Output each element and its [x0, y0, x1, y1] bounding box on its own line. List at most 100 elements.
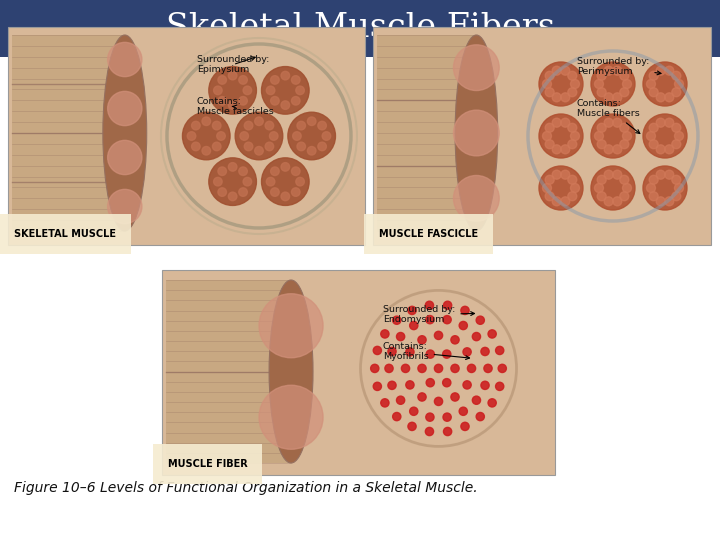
- Circle shape: [296, 86, 305, 94]
- Circle shape: [597, 123, 606, 132]
- Circle shape: [243, 177, 252, 186]
- Circle shape: [255, 146, 264, 155]
- Circle shape: [434, 364, 443, 373]
- Circle shape: [675, 79, 683, 89]
- Circle shape: [218, 167, 227, 176]
- Circle shape: [426, 301, 433, 309]
- Circle shape: [672, 123, 681, 132]
- Circle shape: [434, 331, 443, 340]
- Circle shape: [461, 306, 469, 314]
- Circle shape: [292, 76, 300, 84]
- Circle shape: [597, 176, 606, 184]
- Circle shape: [568, 176, 577, 184]
- Bar: [12, 35, 125, 231]
- Circle shape: [649, 176, 658, 184]
- Circle shape: [613, 145, 622, 154]
- Circle shape: [484, 364, 492, 373]
- Circle shape: [444, 301, 451, 309]
- Circle shape: [426, 379, 434, 387]
- Circle shape: [259, 294, 323, 358]
- Circle shape: [261, 158, 309, 205]
- Circle shape: [244, 142, 253, 151]
- Circle shape: [647, 79, 655, 89]
- Circle shape: [665, 66, 674, 75]
- Circle shape: [388, 381, 396, 389]
- Circle shape: [481, 347, 489, 356]
- Circle shape: [322, 132, 330, 140]
- Circle shape: [495, 346, 504, 355]
- Circle shape: [675, 184, 683, 192]
- Text: Skeletal Muscle Fibers: Skeletal Muscle Fibers: [166, 12, 554, 44]
- Circle shape: [647, 184, 655, 192]
- Circle shape: [643, 114, 687, 158]
- Circle shape: [292, 167, 300, 176]
- Text: MUSCLE FASCICLE: MUSCLE FASCICLE: [379, 229, 478, 239]
- Circle shape: [426, 315, 434, 324]
- Circle shape: [613, 93, 622, 102]
- Circle shape: [542, 132, 552, 140]
- Circle shape: [397, 396, 405, 404]
- Circle shape: [545, 192, 554, 201]
- Circle shape: [271, 167, 279, 176]
- Circle shape: [467, 364, 476, 373]
- Circle shape: [244, 122, 253, 130]
- Text: Contains:
Myofibrils: Contains: Myofibrils: [383, 342, 469, 361]
- Circle shape: [443, 379, 451, 387]
- Circle shape: [240, 132, 248, 140]
- Bar: [0, 0, 720, 57]
- Circle shape: [371, 364, 379, 373]
- Circle shape: [265, 122, 274, 130]
- Circle shape: [297, 142, 305, 151]
- Circle shape: [443, 315, 451, 324]
- Circle shape: [239, 167, 248, 176]
- Circle shape: [271, 97, 279, 105]
- Circle shape: [495, 382, 504, 390]
- Circle shape: [568, 140, 577, 149]
- Circle shape: [218, 76, 227, 84]
- Circle shape: [672, 71, 681, 80]
- Circle shape: [620, 71, 629, 80]
- Circle shape: [444, 427, 451, 436]
- Circle shape: [373, 346, 382, 355]
- Circle shape: [228, 101, 237, 110]
- Circle shape: [613, 118, 622, 127]
- Circle shape: [443, 413, 451, 421]
- Circle shape: [488, 330, 496, 338]
- Circle shape: [552, 66, 561, 75]
- Circle shape: [597, 192, 606, 201]
- Circle shape: [214, 177, 222, 186]
- Circle shape: [552, 197, 561, 206]
- Circle shape: [459, 321, 467, 329]
- Circle shape: [392, 413, 401, 421]
- Circle shape: [561, 93, 570, 102]
- Ellipse shape: [269, 280, 313, 463]
- Circle shape: [266, 177, 275, 186]
- Circle shape: [552, 170, 561, 179]
- Circle shape: [373, 382, 382, 390]
- Circle shape: [649, 71, 658, 80]
- Text: Surrounded by:
Endomysium: Surrounded by: Endomysium: [383, 305, 474, 325]
- Circle shape: [656, 118, 665, 127]
- Circle shape: [649, 87, 658, 97]
- Circle shape: [568, 71, 577, 80]
- Circle shape: [665, 118, 674, 127]
- Circle shape: [672, 140, 681, 149]
- Circle shape: [228, 192, 237, 201]
- Circle shape: [604, 93, 613, 102]
- Circle shape: [623, 79, 631, 89]
- Circle shape: [426, 413, 434, 421]
- Circle shape: [243, 86, 252, 94]
- Circle shape: [643, 166, 687, 210]
- Circle shape: [542, 79, 552, 89]
- Circle shape: [239, 76, 248, 84]
- Circle shape: [107, 190, 142, 224]
- Circle shape: [561, 197, 570, 206]
- Circle shape: [463, 381, 471, 389]
- Circle shape: [451, 364, 459, 373]
- Circle shape: [451, 393, 459, 401]
- Circle shape: [545, 71, 554, 80]
- Circle shape: [620, 123, 629, 132]
- Circle shape: [292, 97, 300, 105]
- Circle shape: [604, 66, 613, 75]
- Circle shape: [288, 112, 336, 160]
